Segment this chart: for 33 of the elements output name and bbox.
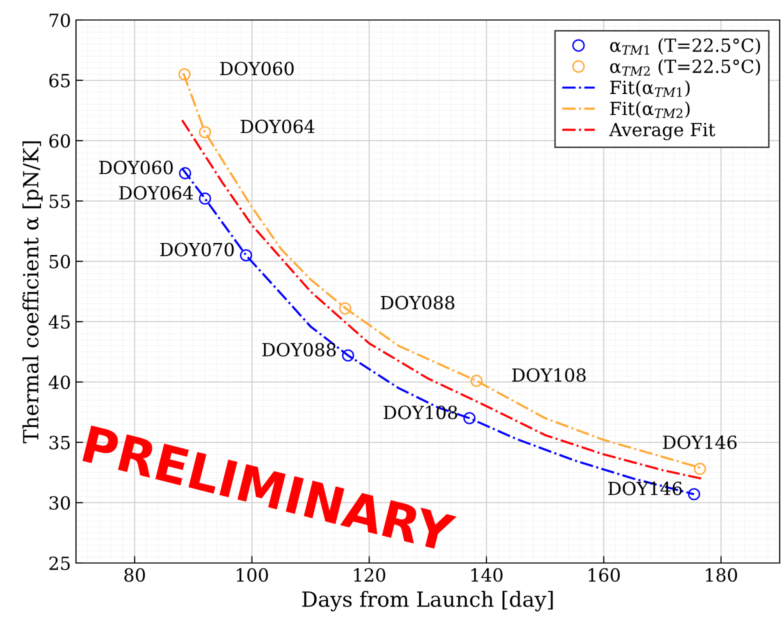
legend-label: α$_{TM1}$ (T=22.5°C) bbox=[610, 38, 760, 55]
y-tick-label: 30 bbox=[50, 496, 70, 510]
y-tick-label: 25 bbox=[49, 556, 70, 570]
x-tick-label: 100 bbox=[236, 568, 268, 582]
legend-label: Fit(α$_{TM1}$) bbox=[610, 80, 690, 97]
y-tick-label: 65 bbox=[49, 74, 70, 88]
y-axis-title: Thermal coefficient α [pN/K] bbox=[22, 141, 43, 444]
x-tick-label: 80 bbox=[124, 568, 145, 582]
y-tick-label: 45 bbox=[48, 315, 70, 329]
legend-label: α$_{TM2}$ (T=22.5°C) bbox=[610, 59, 760, 76]
y-tick-label: 40 bbox=[48, 375, 70, 390]
x-tick-label: 180 bbox=[706, 568, 738, 582]
x-tick-label: 120 bbox=[354, 568, 386, 582]
y-tick-label: 60 bbox=[49, 134, 70, 148]
annotation: DOY060 bbox=[99, 160, 173, 174]
annotation: DOY146 bbox=[663, 435, 737, 450]
y-tick-label: 50 bbox=[50, 254, 70, 268]
x-tick-label: 160 bbox=[588, 568, 620, 582]
annotation: DOY088 bbox=[262, 342, 336, 357]
annotation: DOY088 bbox=[380, 296, 454, 310]
annotation: DOY064 bbox=[119, 186, 193, 200]
legend-label: Average Fit bbox=[609, 122, 716, 140]
annotation: DOY108 bbox=[512, 368, 586, 382]
y-tick-label: 55 bbox=[50, 194, 70, 208]
y-tick-label: 70 bbox=[50, 13, 70, 28]
annotation: DOY060 bbox=[220, 62, 294, 76]
x-tick-label: 140 bbox=[471, 568, 502, 582]
annotation: DOY070 bbox=[160, 242, 234, 256]
x-axis-title: Days from Launch [day] bbox=[302, 590, 553, 612]
annotation: DOY108 bbox=[384, 406, 458, 420]
annotation: DOY064 bbox=[240, 120, 314, 134]
legend-label: Fit(α$_{TM2}$) bbox=[610, 101, 690, 118]
y-tick-label: 35 bbox=[50, 436, 70, 450]
